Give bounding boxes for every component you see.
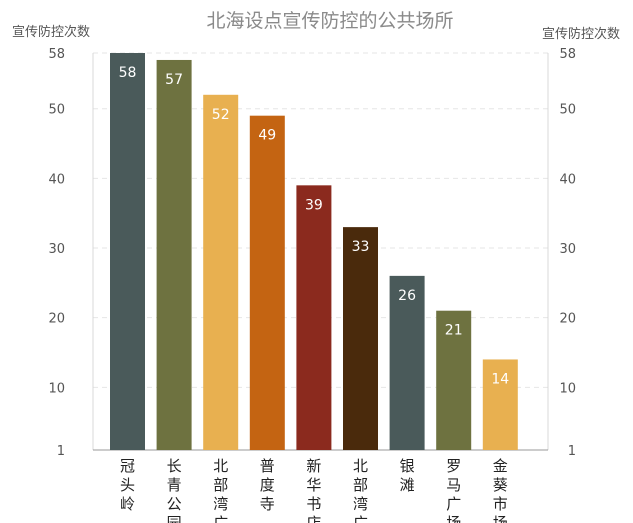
category-label-char: 场: [446, 514, 461, 523]
category-label-char: 银: [400, 457, 415, 475]
category-label-char: 寺: [260, 495, 275, 513]
bar: [156, 59, 192, 451]
bar-value-label: 57: [165, 72, 183, 88]
category-label-char: 普: [260, 457, 275, 475]
category-label-char: 广: [213, 514, 228, 523]
y-axis-title-left: 宣传防控次数: [12, 24, 90, 40]
category-label-char: 广: [353, 514, 368, 523]
y-tick-label-left: 1: [57, 444, 65, 459]
category-label-char: 冠: [120, 457, 135, 475]
bar-value-label: 26: [398, 288, 416, 304]
bar: [436, 310, 472, 450]
bar: [389, 275, 425, 450]
category-label-char: 滩: [400, 476, 415, 494]
bar: [482, 359, 518, 450]
chart-title: 北海设点宣传防控的公共场所: [206, 10, 453, 32]
category-label-char: 长: [167, 457, 182, 475]
y-tick-label-left: 40: [48, 172, 65, 187]
y-tick-label-right: 1: [568, 444, 576, 459]
y-tick-label-left: 20: [48, 312, 65, 327]
category-label-char: 北: [353, 457, 368, 475]
y-tick-label-right: 10: [559, 381, 576, 396]
bars: 58 57 52 49 39 33 26 21 14: [110, 53, 518, 451]
y-ticks-left: 1 10 20 30 40 50 58: [48, 47, 65, 459]
bar-value-label: 52: [212, 107, 230, 123]
bar: [203, 94, 239, 450]
category-label-char: 园: [167, 514, 182, 523]
y-tick-label-left: 58: [48, 47, 65, 62]
category-label-char: 岭: [120, 495, 135, 513]
category-label-char: 金: [493, 457, 508, 475]
bar-value-label: 14: [491, 371, 509, 387]
category-label-char: 部: [353, 476, 368, 494]
category-label-char: 罗: [446, 457, 461, 475]
y-tick-label-left: 30: [48, 242, 65, 257]
category-label-char: 湾: [353, 495, 368, 513]
y-tick-label-right: 30: [559, 242, 576, 257]
category-label-char: 新: [306, 457, 321, 475]
bar: [343, 227, 378, 450]
category-label-char: 部: [213, 476, 228, 494]
category-label-char: 湾: [213, 495, 228, 513]
y-tick-label-right: 58: [559, 47, 576, 62]
y-tick-label-left: 50: [48, 103, 65, 118]
category-label-char: 葵: [493, 476, 508, 494]
bar-value-label: 58: [119, 65, 137, 81]
category-label-char: 华: [306, 476, 321, 494]
bar-value-label: 33: [352, 239, 370, 255]
category-label-char: 书: [306, 495, 321, 513]
category-label-char: 市: [493, 495, 508, 513]
y-tick-label-right: 40: [559, 172, 576, 187]
category-label-char: 店: [306, 514, 321, 523]
category-label-char: 马: [446, 476, 461, 494]
bar-value-label: 39: [305, 197, 323, 213]
y-ticks-right: 1 10 20 30 40 50 58: [559, 47, 576, 459]
category-label-char: 北: [213, 457, 228, 475]
y-axis-title-right: 宣传防控次数: [542, 26, 620, 42]
category-label-char: 青: [167, 476, 182, 494]
bar-value-label: 49: [258, 128, 276, 144]
category-label-char: 度: [260, 476, 275, 494]
bar: [110, 53, 145, 450]
category-label-char: 广: [446, 495, 461, 513]
bar: [296, 185, 332, 451]
y-tick-label-right: 20: [559, 312, 576, 327]
category-label-char: 头: [120, 476, 135, 494]
y-tick-label-left: 10: [48, 381, 65, 396]
category-label-char: 公: [167, 495, 182, 513]
bar-value-label: 21: [445, 323, 463, 339]
bar: [249, 115, 285, 451]
category-label-char: 场: [493, 514, 508, 523]
y-tick-label-right: 50: [559, 103, 576, 118]
